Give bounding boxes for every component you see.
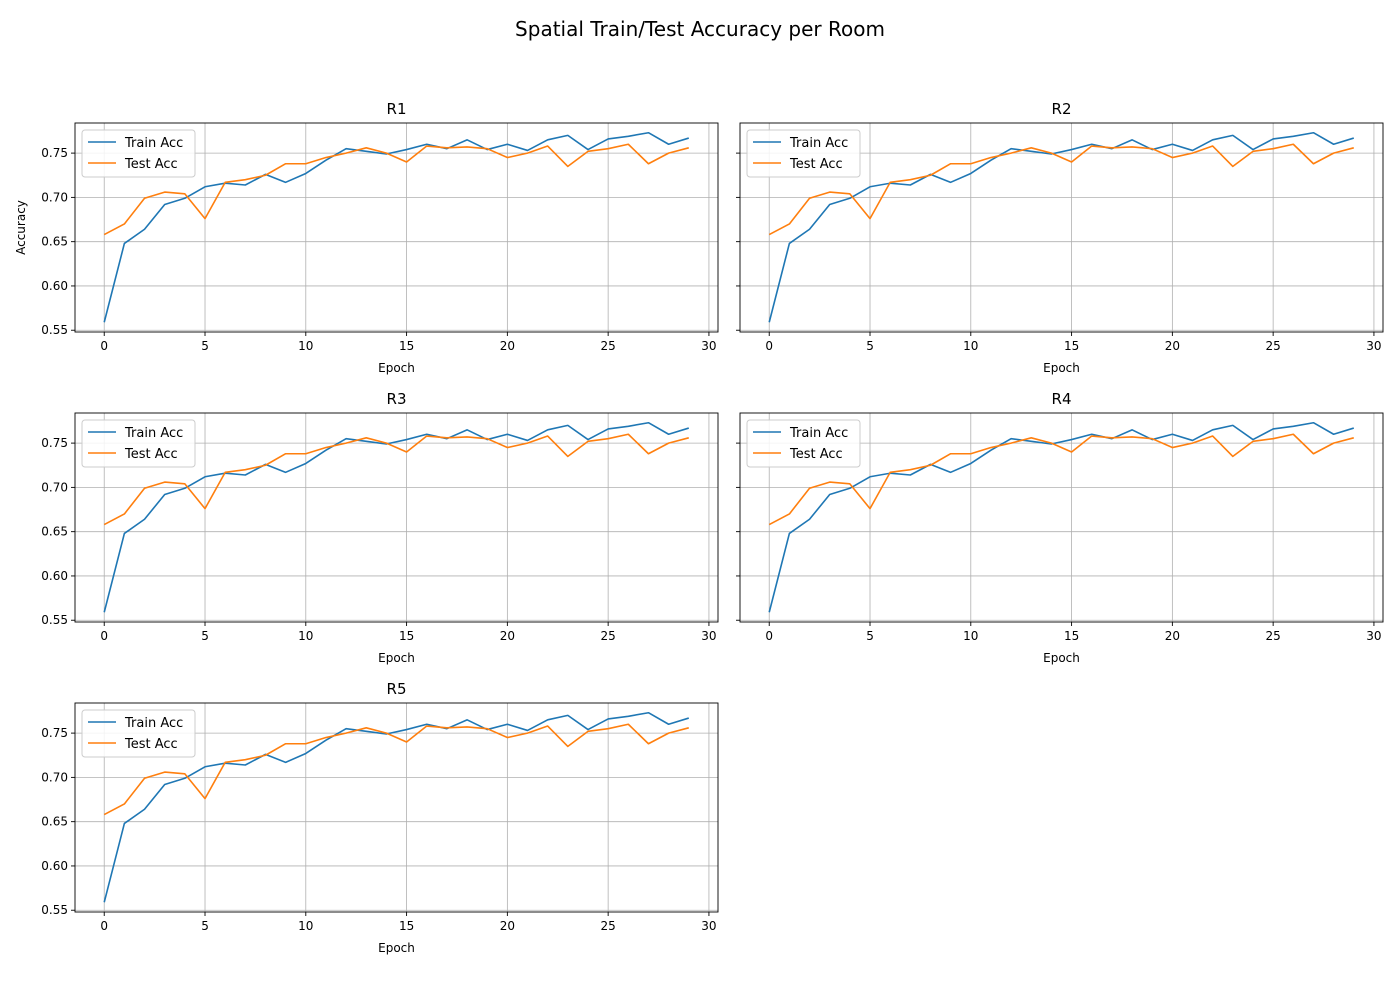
x-tick-label: 25 — [1266, 339, 1281, 353]
series-line-train-acc — [768, 421, 1355, 613]
series-line-test-acc — [103, 143, 689, 236]
x-tick-label: 20 — [1165, 339, 1180, 353]
legend-label-train-acc: Train Acc — [789, 136, 848, 151]
x-tick-label: 5 — [201, 919, 209, 933]
subplot-title: R5 — [387, 680, 407, 698]
series-line-test-acc — [103, 433, 689, 526]
legend-label-test-acc: Test Acc — [789, 157, 843, 172]
subplot-3: 0 5 10 15 20 25 30 0.55 0.60 0.65 0.70 0.75 R3 Epoch T… — [41, 390, 719, 665]
x-tick-label: 25 — [601, 339, 616, 353]
series-line-train-acc — [103, 421, 690, 613]
x-tick-label: 10 — [298, 339, 313, 353]
subplot-title: R1 — [387, 100, 407, 118]
x-tick-label: 30 — [1366, 629, 1381, 643]
x-axis-label: Epoch — [378, 941, 415, 955]
figure-title: Spatial Train/Test Accuracy per Room — [515, 17, 885, 41]
axes-frame — [74, 412, 719, 623]
axes-frame — [739, 412, 1384, 623]
y-tick-label: 0.55 — [41, 613, 68, 627]
y-tick-label: 0.65 — [41, 235, 68, 249]
subplot-title: R3 — [387, 390, 407, 408]
subplot-4: 0 5 10 15 20 25 30 R4 Epoch Train Acc Test Acc — [736, 390, 1384, 665]
y-tick-label: 0.75 — [41, 726, 68, 740]
subplot-title: R4 — [1052, 390, 1072, 408]
series-line-test-acc — [103, 723, 689, 816]
legend-label-train-acc: Train Acc — [789, 426, 848, 441]
y-tick-label: 0.60 — [41, 569, 68, 583]
y-tick-label: 0.70 — [41, 190, 68, 204]
legend-label-test-acc: Test Acc — [124, 447, 178, 462]
axes-frame — [74, 122, 719, 333]
x-tick-label: 10 — [298, 629, 313, 643]
x-tick-label: 10 — [298, 919, 313, 933]
x-tick-label: 10 — [963, 339, 978, 353]
x-tick-label: 25 — [601, 919, 616, 933]
x-axis-label: Epoch — [378, 651, 415, 665]
legend-label-test-acc: Test Acc — [789, 447, 843, 462]
legend-label-train-acc: Train Acc — [124, 716, 183, 731]
subplot-title: R2 — [1052, 100, 1072, 118]
x-tick-label: 5 — [201, 339, 209, 353]
x-tick-label: 30 — [701, 629, 716, 643]
y-tick-label: 0.70 — [41, 480, 68, 494]
legend-label-test-acc: Test Acc — [124, 157, 178, 172]
series-line-test-acc — [768, 143, 1354, 236]
y-tick-label: 0.55 — [41, 323, 68, 337]
x-tick-label: 15 — [399, 629, 414, 643]
x-tick-label: 25 — [1266, 629, 1281, 643]
x-tick-label: 20 — [500, 629, 515, 643]
axes-frame — [739, 122, 1384, 333]
x-tick-label: 0 — [765, 339, 773, 353]
y-tick-label: 0.55 — [41, 903, 68, 917]
x-tick-label: 30 — [1366, 339, 1381, 353]
y-tick-label: 0.75 — [41, 146, 68, 160]
x-tick-label: 0 — [100, 919, 108, 933]
y-tick-label: 0.60 — [41, 859, 68, 873]
x-tick-label: 0 — [100, 629, 108, 643]
legend-label-test-acc: Test Acc — [124, 737, 178, 752]
x-tick-label: 15 — [1064, 339, 1079, 353]
x-tick-label: 0 — [100, 339, 108, 353]
x-tick-label: 10 — [963, 629, 978, 643]
y-axis-label: Accuracy — [14, 200, 28, 255]
legend-label-train-acc: Train Acc — [124, 426, 183, 441]
x-tick-label: 0 — [765, 629, 773, 643]
y-tick-label: 0.65 — [41, 525, 68, 539]
legend-label-train-acc: Train Acc — [124, 136, 183, 151]
series-line-train-acc — [768, 131, 1355, 323]
series-line-test-acc — [768, 433, 1354, 526]
y-tick-label: 0.75 — [41, 436, 68, 450]
x-axis-label: Epoch — [1043, 651, 1080, 665]
y-tick-label: 0.70 — [41, 770, 68, 784]
subplots-grid: 0 5 10 15 20 25 30 0.55 0.60 0.65 0.70 0.75 R1 Epoch A… — [14, 100, 1384, 955]
x-tick-label: 5 — [866, 339, 874, 353]
subplot-2: 0 5 10 15 20 25 30 R2 Epoch Train Acc Test Acc — [736, 100, 1384, 375]
x-tick-label: 15 — [399, 919, 414, 933]
subplot-5: 0 5 10 15 20 25 30 0.55 0.60 0.65 0.70 0.75 R5 Epoch T… — [41, 680, 719, 955]
x-axis-label: Epoch — [1043, 361, 1080, 375]
series-line-train-acc — [103, 131, 690, 323]
axes-frame — [74, 702, 719, 913]
x-tick-label: 5 — [866, 629, 874, 643]
x-tick-label: 5 — [201, 629, 209, 643]
x-tick-label: 20 — [1165, 629, 1180, 643]
subplot-1: 0 5 10 15 20 25 30 0.55 0.60 0.65 0.70 0.75 R1 Epoch A… — [14, 100, 719, 375]
x-axis-label: Epoch — [378, 361, 415, 375]
x-tick-label: 20 — [500, 919, 515, 933]
x-tick-label: 20 — [500, 339, 515, 353]
x-tick-label: 15 — [1064, 629, 1079, 643]
x-tick-label: 25 — [601, 629, 616, 643]
x-tick-label: 15 — [399, 339, 414, 353]
x-tick-label: 30 — [701, 919, 716, 933]
y-tick-label: 0.65 — [41, 815, 68, 829]
series-line-train-acc — [103, 711, 690, 903]
x-tick-label: 30 — [701, 339, 716, 353]
y-tick-label: 0.60 — [41, 279, 68, 293]
